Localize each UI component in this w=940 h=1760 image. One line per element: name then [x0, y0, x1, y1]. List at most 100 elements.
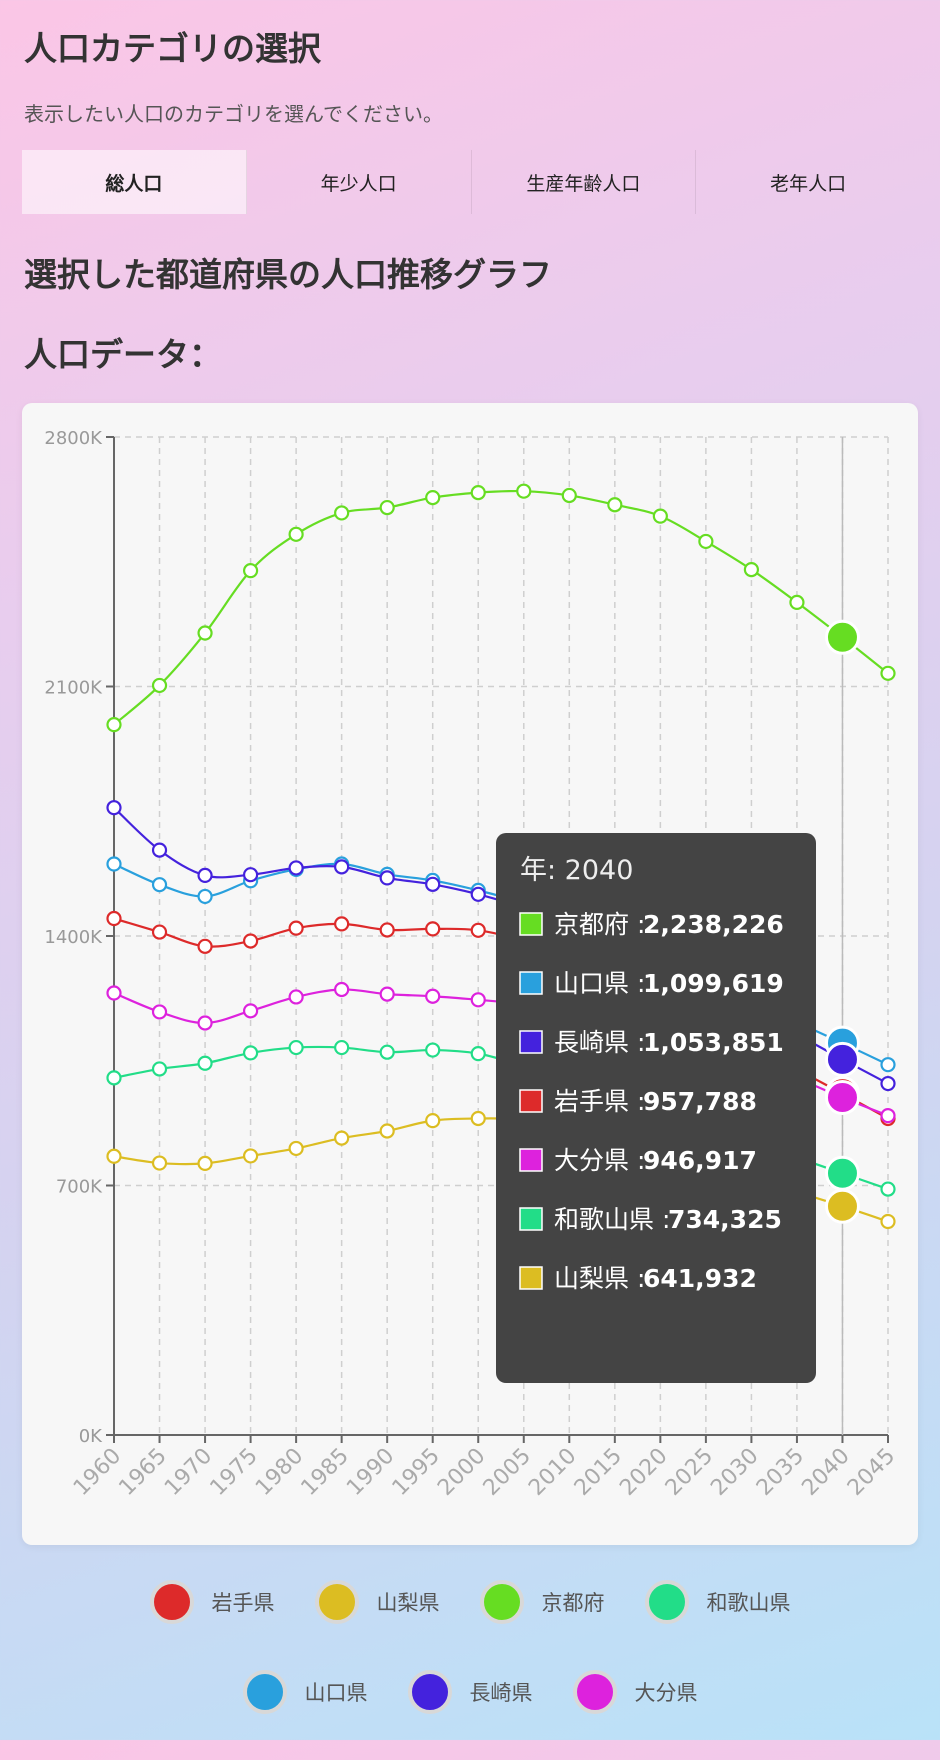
tooltip-value: 2,238,226	[643, 910, 784, 939]
legend-item[interactable]: 大分県	[572, 1670, 698, 1714]
x-tick-label: 2015	[570, 1444, 627, 1501]
data-point	[516, 483, 532, 499]
y-tick-label: 2100K	[44, 678, 103, 699]
data-point	[242, 563, 259, 579]
data-point	[288, 920, 304, 936]
data-point	[743, 561, 760, 578]
tooltip-label: 京都府 :	[554, 910, 645, 939]
legend-label: 山梨県	[376, 1591, 440, 1615]
data-point	[242, 1148, 259, 1164]
active-data-point	[824, 619, 860, 655]
data-point	[425, 876, 441, 892]
data-point	[197, 867, 213, 884]
legend-item[interactable]: 山梨県	[314, 1580, 440, 1624]
data-point	[470, 485, 486, 501]
x-tick-label: 1965	[114, 1444, 171, 1501]
active-data-point	[824, 1188, 860, 1224]
x-tick-label: 1985	[297, 1444, 354, 1501]
data-point	[106, 910, 122, 927]
legend-item[interactable]: 山口県	[242, 1670, 368, 1714]
data-point	[425, 1042, 441, 1058]
data-point	[880, 665, 896, 681]
tooltip-label: 岩手県 :	[554, 1087, 645, 1116]
data-point	[470, 886, 486, 902]
tooltip-value: 641,932	[643, 1264, 757, 1293]
legend-item[interactable]: 長崎県	[407, 1670, 533, 1714]
series-line-kyoto	[113, 489, 889, 726]
tooltip-label: 和歌山県 :	[554, 1205, 670, 1234]
population-line-chart[interactable]: 0K700K1400K2100K2800K1960196519701975198…	[22, 403, 918, 1545]
legend-item[interactable]: 和歌山県	[644, 1580, 791, 1624]
tooltip-value: 1,053,851	[643, 1028, 784, 1057]
legend-label: 岩手県	[211, 1591, 275, 1615]
data-point	[425, 1113, 441, 1129]
legend-color-dot-icon	[572, 1670, 617, 1714]
tooltip-swatch	[519, 1266, 543, 1290]
data-point	[197, 1155, 213, 1172]
data-point	[379, 986, 395, 1002]
data-point	[880, 1108, 896, 1124]
data-point	[379, 1044, 395, 1060]
data-point	[334, 916, 350, 932]
data-point	[334, 1039, 350, 1056]
legend-label: 山口県	[304, 1681, 368, 1705]
tooltip-swatch	[519, 1089, 543, 1113]
legend-label: 大分県	[634, 1681, 698, 1705]
y-tick-label: 700K	[56, 1177, 103, 1198]
tab-total-population[interactable]: 総人口	[22, 150, 247, 214]
tooltip-value: 1,099,619	[643, 969, 784, 998]
tooltip-swatch	[519, 1207, 543, 1231]
x-tick-label: 2045	[843, 1444, 900, 1501]
x-tick-label: 2040	[797, 1444, 854, 1501]
tooltip-swatch	[519, 1148, 543, 1172]
tab-elderly-population[interactable]: 老年人口	[770, 172, 847, 195]
data-point	[106, 985, 122, 1001]
active-data-point	[824, 1155, 860, 1191]
legend-row: 岩手県 山梨県 京都府 和歌山県	[0, 1580, 940, 1624]
legend-label: 京都府	[541, 1591, 605, 1615]
data-point	[288, 526, 304, 542]
x-tick-label: 2025	[661, 1444, 718, 1501]
data-title: 人口データ：	[24, 335, 222, 374]
x-tick-label: 2030	[706, 1444, 763, 1501]
legend-item[interactable]: 岩手県	[149, 1580, 275, 1624]
x-tick-label: 2005	[479, 1444, 536, 1501]
data-point	[379, 499, 395, 516]
data-point	[334, 505, 350, 521]
data-point	[425, 921, 441, 937]
data-point	[607, 497, 623, 513]
tooltip-swatch	[519, 912, 543, 936]
x-tick-label: 1990	[342, 1444, 399, 1501]
data-point	[151, 842, 168, 858]
tooltip-label: 大分県 :	[554, 1146, 645, 1175]
legend-item[interactable]: 京都府	[479, 1580, 605, 1624]
data-point	[789, 594, 805, 610]
tooltip-label: 長崎県 :	[554, 1028, 645, 1057]
legend-color-dot-icon	[314, 1580, 359, 1624]
legend-color-dot-icon	[242, 1670, 287, 1714]
data-point	[470, 1046, 486, 1062]
y-tick-label: 1400K	[44, 927, 103, 948]
legend-color-dot-icon	[407, 1670, 452, 1714]
data-point	[151, 1004, 168, 1020]
tooltip-label: 山梨県 :	[554, 1264, 645, 1293]
data-point	[288, 1039, 304, 1056]
x-tick-label: 1960	[69, 1444, 126, 1501]
data-point	[106, 1070, 122, 1086]
tab-working-age-population[interactable]: 生産年齢人口	[472, 150, 697, 214]
data-point	[334, 1130, 350, 1146]
tooltip-swatch	[519, 971, 543, 995]
data-point	[470, 922, 486, 938]
category-description: 表示したい人口のカテゴリを選んでください。	[24, 102, 443, 126]
legend-label: 長崎県	[469, 1681, 533, 1705]
graph-title: 選択した都道府県の人口推移グラフ	[24, 255, 552, 294]
tooltip-value: 957,788	[643, 1087, 757, 1116]
x-tick-label: 1970	[160, 1444, 217, 1501]
active-data-point	[824, 1041, 860, 1077]
data-point	[288, 1140, 304, 1157]
data-point	[242, 933, 259, 949]
data-point	[197, 888, 213, 905]
tab-young-population[interactable]: 年少人口	[247, 150, 472, 214]
y-tick-label: 2800K	[44, 428, 103, 449]
data-point	[242, 1045, 259, 1061]
